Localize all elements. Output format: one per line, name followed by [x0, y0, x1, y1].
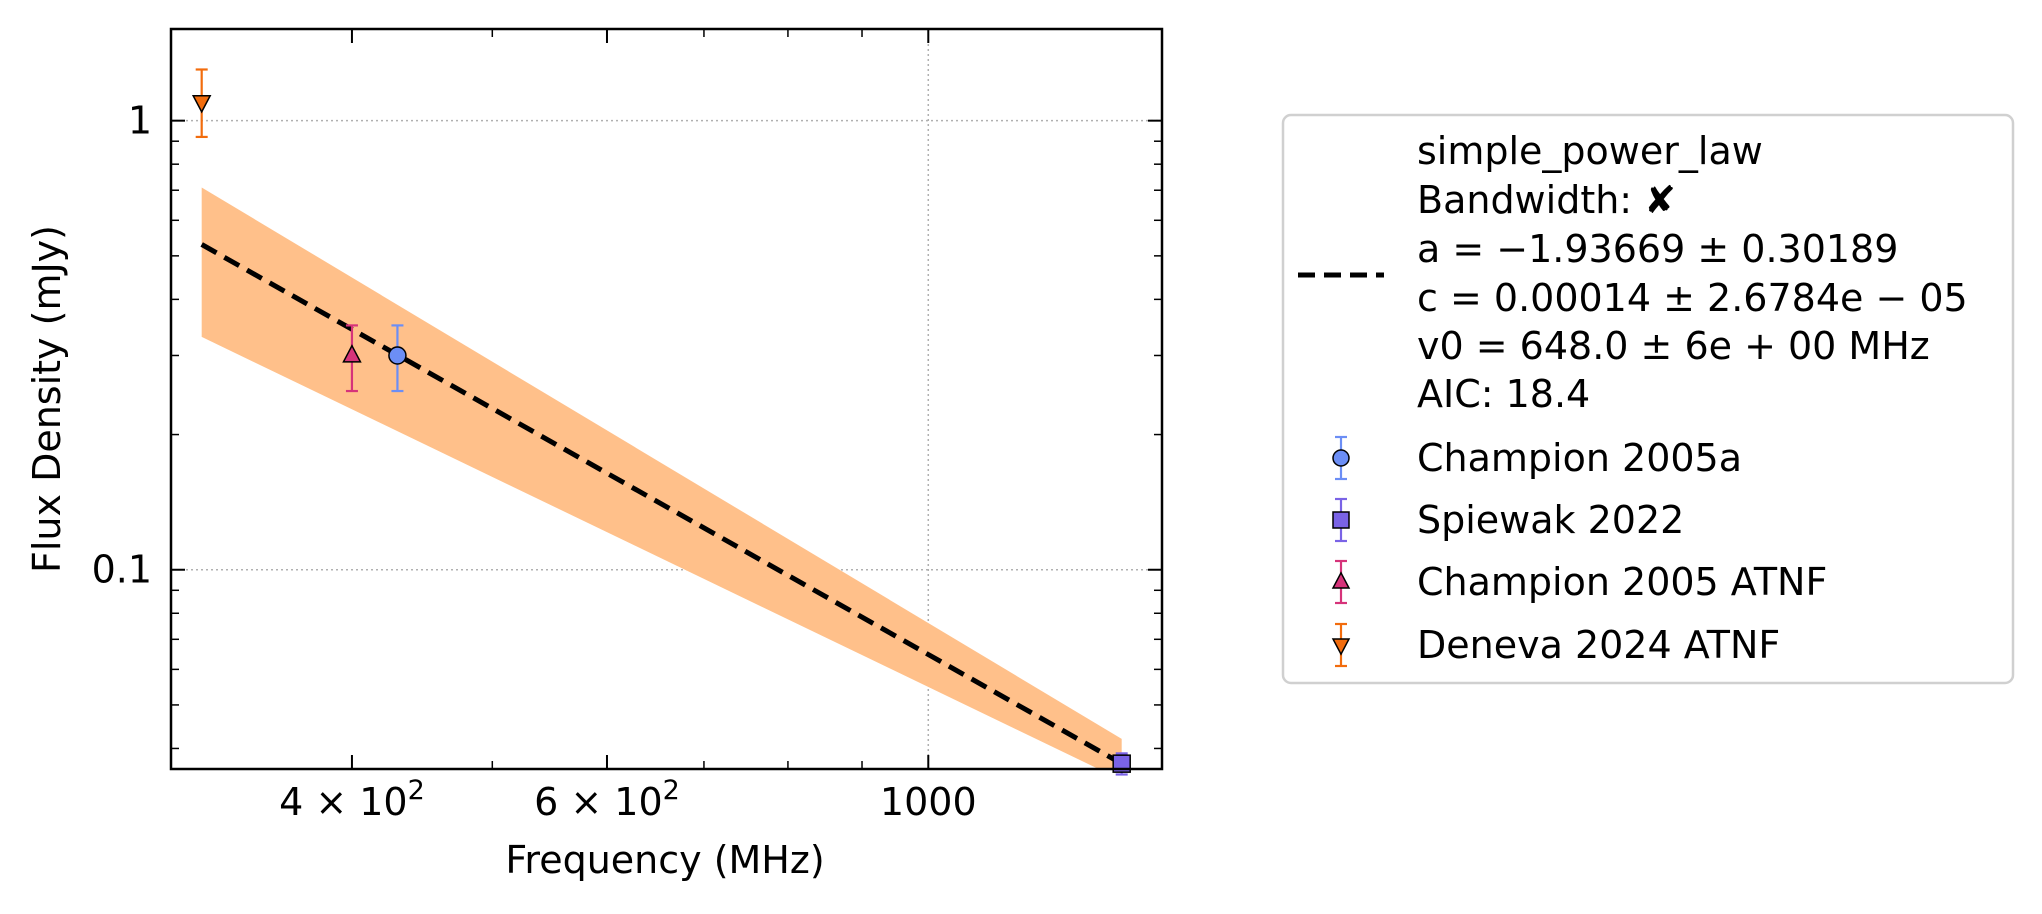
- legend-fit-text-line: Bandwidth: ✘: [1417, 178, 1676, 222]
- legend-entry: Champion 2005a: [1332, 435, 1742, 481]
- y-tick-label: 0.1: [92, 548, 152, 592]
- data-point-marker: [191, 94, 212, 114]
- legend-fit-text: simple_power_law Bandwidth: ✘ a = −1.93669…: [1417, 129, 1968, 416]
- y-axis-label: Flux Density (mJy): [25, 225, 69, 573]
- x-tick-label-base: 6 × 10: [534, 780, 663, 824]
- legend-marker: [1332, 449, 1350, 467]
- x-axis-label: Frequency (MHz): [505, 838, 824, 882]
- legend-marker: [1332, 511, 1350, 529]
- data-point-marker: [342, 344, 362, 363]
- fit-line: [200, 242, 1123, 766]
- x-tick-label-base: 1000: [880, 780, 977, 824]
- legend-box: [1281, 113, 2015, 685]
- y-tick-labels: 10.1: [92, 99, 152, 592]
- legend-fit-text-line: a = −1.93669 ± 0.30189: [1417, 227, 1898, 271]
- grid: [171, 29, 1162, 769]
- legend-series-label: Deneva 2024 ATNF: [1417, 623, 1780, 667]
- y-tick-label: 1: [128, 99, 152, 143]
- legend-fit-text-line: v0 = 648.0 ± 6e + 00 MHz: [1417, 324, 1930, 368]
- fit-band: [201, 187, 1122, 769]
- legend-series-label: Champion 2005a: [1417, 436, 1742, 480]
- x-tick-label-exponent: 2: [663, 775, 680, 806]
- legend-marker: [1331, 638, 1351, 656]
- axis-ticks: [170, 29, 1162, 769]
- legend-entry: Deneva 2024 ATNF: [1331, 622, 1780, 668]
- x-tick-label: 4 × 102: [279, 775, 425, 824]
- legend-fit-text-line: c = 0.00014 ± 2.6784e − 05: [1417, 276, 1968, 320]
- legend-series-label: Champion 2005 ATNF: [1417, 560, 1827, 604]
- fit-uncertainty-band: [201, 187, 1122, 769]
- legend: simple_power_law Bandwidth: ✘ a = −1.93669…: [1281, 113, 2015, 685]
- x-tick-label: 1000: [880, 780, 977, 824]
- x-tick-labels: 4 × 102 6 × 102 1000: [279, 775, 977, 824]
- legend-entry: Champion 2005 ATNF: [1331, 559, 1827, 605]
- legend-entry: Spiewak 2022: [1332, 497, 1684, 543]
- x-tick-label-base: 4 × 10: [279, 780, 408, 824]
- legend-fit-text-line: simple_power_law: [1417, 129, 1763, 173]
- legend-series-label: Spiewak 2022: [1417, 498, 1684, 542]
- legend-series: Champion 2005a Spiewak 2022 Champion 2005 …: [1331, 435, 1827, 668]
- plot-frame: [169, 27, 1164, 771]
- data-point-marker: [388, 346, 407, 365]
- fit-dashed-line: [200, 242, 1123, 766]
- x-tick-label-exponent: 2: [408, 775, 425, 806]
- legend-marker: [1331, 571, 1351, 589]
- legend-fit-text-line: AIC: 18.4: [1417, 372, 1590, 416]
- x-tick-label: 6 × 102: [534, 775, 680, 824]
